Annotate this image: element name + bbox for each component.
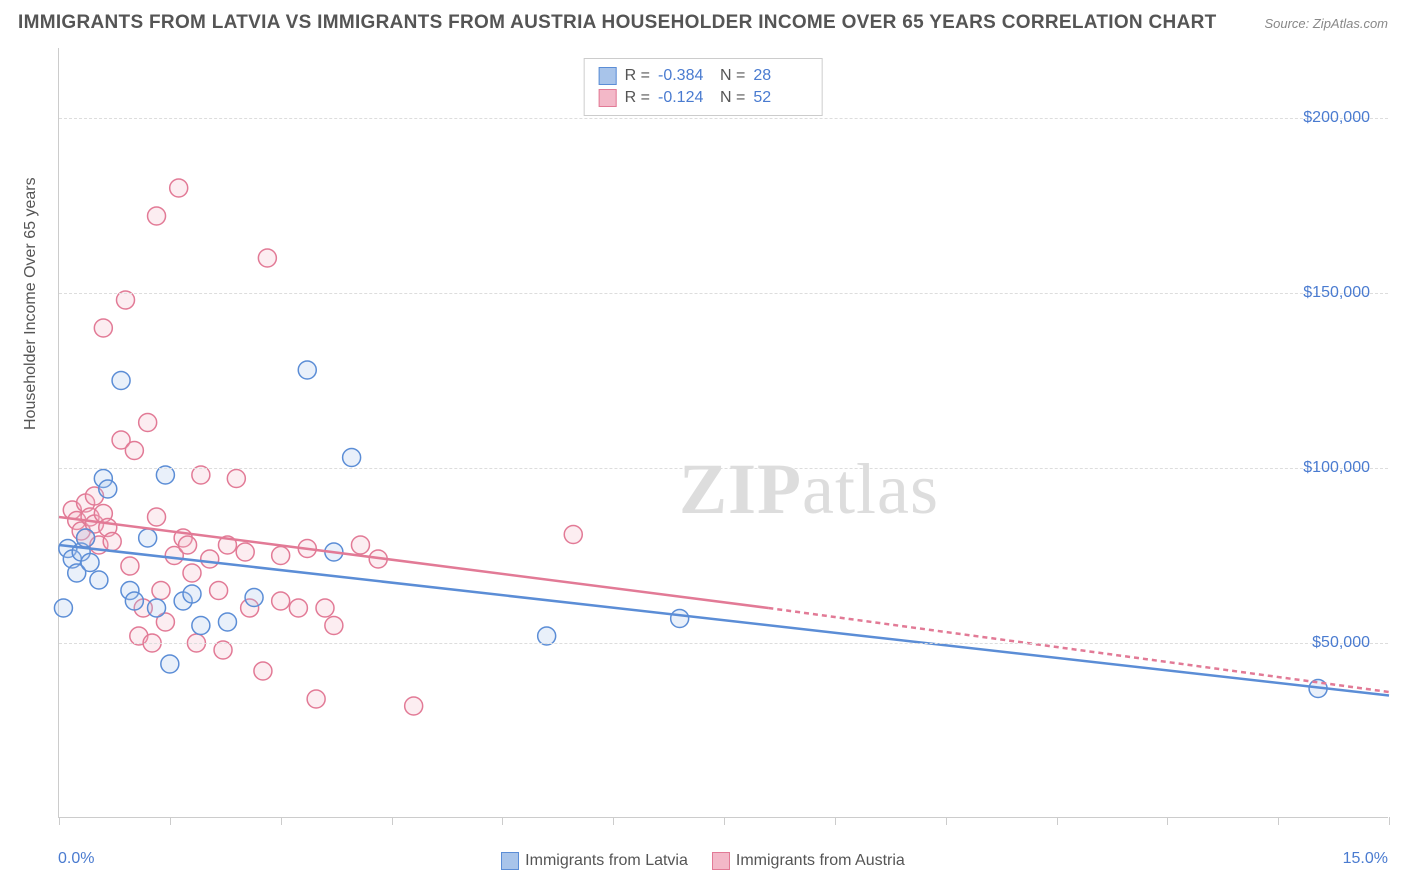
y-tick-label: $150,000 xyxy=(1303,284,1370,302)
r-label: R = xyxy=(625,89,650,107)
x-tick xyxy=(170,817,171,825)
data-point xyxy=(125,442,143,460)
data-point xyxy=(125,592,143,610)
x-tick xyxy=(835,817,836,825)
data-point xyxy=(170,179,188,197)
x-max-label: 15.0% xyxy=(1343,850,1388,868)
n-value-latvia: 28 xyxy=(753,67,807,85)
x-tick xyxy=(613,817,614,825)
x-min-label: 0.0% xyxy=(58,850,94,868)
data-point xyxy=(139,529,157,547)
r-value-austria: -0.124 xyxy=(658,89,712,107)
data-point xyxy=(343,449,361,467)
trend-line xyxy=(768,608,1389,692)
x-tick xyxy=(502,817,503,825)
x-tick xyxy=(946,817,947,825)
gridline xyxy=(59,118,1388,119)
correlation-legend: R = -0.384 N = 28 R = -0.124 N = 52 xyxy=(584,58,823,116)
x-tick xyxy=(1389,817,1390,825)
y-tick-label: $50,000 xyxy=(1312,634,1370,652)
chart-title: IMMIGRANTS FROM LATVIA VS IMMIGRANTS FRO… xyxy=(18,12,1217,34)
data-point xyxy=(564,526,582,544)
swatch-latvia xyxy=(599,67,617,85)
data-point xyxy=(148,508,166,526)
legend-row-latvia: R = -0.384 N = 28 xyxy=(599,65,808,87)
data-point xyxy=(112,372,130,390)
gridline xyxy=(59,468,1388,469)
data-point xyxy=(405,697,423,715)
x-tick xyxy=(1057,817,1058,825)
data-point xyxy=(148,599,166,617)
n-label: N = xyxy=(720,67,745,85)
r-label: R = xyxy=(625,67,650,85)
data-point xyxy=(179,536,197,554)
y-tick-label: $200,000 xyxy=(1303,109,1370,127)
data-point xyxy=(161,655,179,673)
swatch-austria xyxy=(599,89,617,107)
x-tick xyxy=(392,817,393,825)
y-tick-label: $100,000 xyxy=(1303,459,1370,477)
x-tick xyxy=(1278,817,1279,825)
data-point xyxy=(94,319,112,337)
data-point xyxy=(183,564,201,582)
data-point xyxy=(103,533,121,551)
data-point xyxy=(201,550,219,568)
n-value-austria: 52 xyxy=(753,89,807,107)
data-point xyxy=(272,547,290,565)
data-point xyxy=(351,536,369,554)
r-value-latvia: -0.384 xyxy=(658,67,712,85)
gridline xyxy=(59,643,1388,644)
data-point xyxy=(671,610,689,628)
scatter-svg xyxy=(59,48,1388,817)
data-point xyxy=(183,585,201,603)
data-point xyxy=(245,589,263,607)
data-point xyxy=(121,557,139,575)
data-point xyxy=(289,599,307,617)
data-point xyxy=(148,207,166,225)
data-point xyxy=(325,617,343,635)
x-tick xyxy=(59,817,60,825)
x-axis-labels: 0.0% 15.0% xyxy=(58,850,1388,868)
data-point xyxy=(254,662,272,680)
gridline xyxy=(59,293,1388,294)
data-point xyxy=(298,361,316,379)
data-point xyxy=(81,554,99,572)
legend-row-austria: R = -0.124 N = 52 xyxy=(599,87,808,109)
x-tick xyxy=(281,817,282,825)
data-point xyxy=(258,249,276,267)
y-axis-title: Householder Income Over 65 years xyxy=(22,177,40,430)
data-point xyxy=(99,480,117,498)
data-point xyxy=(210,582,228,600)
data-point xyxy=(307,690,325,708)
data-point xyxy=(218,613,236,631)
data-point xyxy=(139,414,157,432)
data-point xyxy=(77,529,95,547)
x-tick xyxy=(724,817,725,825)
plot-area: ZIPatlas $50,000$100,000$150,000$200,000 xyxy=(58,48,1388,818)
source-attribution: Source: ZipAtlas.com xyxy=(1264,16,1388,31)
data-point xyxy=(54,599,72,617)
data-point xyxy=(236,543,254,561)
n-label: N = xyxy=(720,89,745,107)
data-point xyxy=(192,617,210,635)
data-point xyxy=(90,571,108,589)
data-point xyxy=(152,582,170,600)
data-point xyxy=(272,592,290,610)
x-tick xyxy=(1167,817,1168,825)
data-point xyxy=(316,599,334,617)
data-point xyxy=(227,470,245,488)
